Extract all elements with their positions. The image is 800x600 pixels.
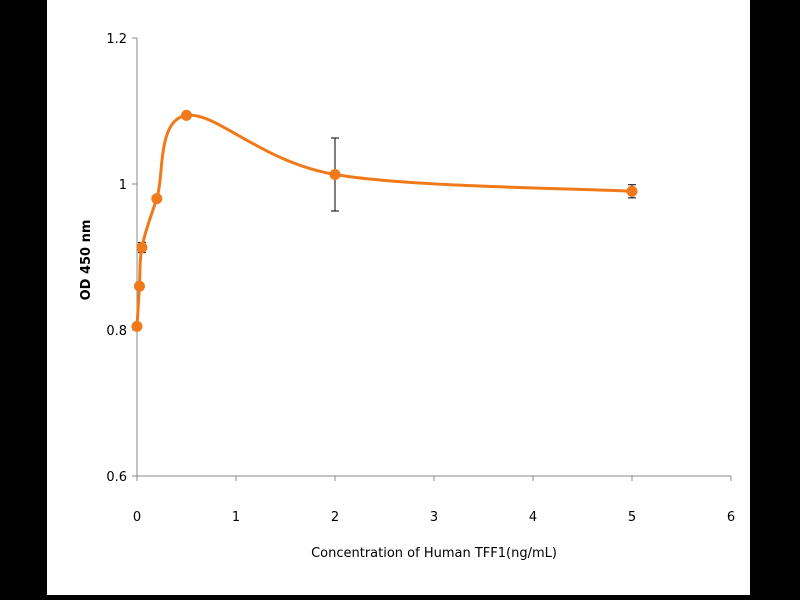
x-tick-label: 4 [529, 510, 537, 525]
error-bars [137, 137, 636, 254]
data-point [136, 242, 148, 254]
y-tick-label: 1.2 [106, 32, 127, 47]
y-ticks: 0.6 0.8 1 1.2 [106, 32, 137, 485]
x-tick-label: 2 [331, 510, 339, 525]
data-point [133, 280, 145, 292]
x-tick-label: 5 [628, 510, 636, 525]
y-tick-label: 0.8 [106, 324, 127, 339]
y-tick-label: 0.6 [106, 470, 127, 485]
x-tick-label: 1 [232, 510, 240, 525]
x-axis-title: Concentration of Human TFF1(ng/mL) [311, 546, 557, 561]
data-point [626, 185, 638, 197]
x-tick-label: 0 [133, 510, 141, 525]
y-axis-title: OD 450 nm [79, 220, 94, 301]
data-point [151, 193, 163, 205]
data-point [131, 320, 143, 332]
data-point [329, 169, 341, 181]
y-tick-label: 1 [119, 178, 127, 193]
data-points [131, 109, 638, 332]
series-line [135, 113, 633, 327]
x-ticks: 0 1 2 3 4 5 6 [133, 476, 735, 525]
x-tick-label: 3 [430, 510, 438, 525]
x-tick-label: 6 [727, 510, 735, 525]
chart-panel [47, 0, 750, 595]
data-point [181, 109, 192, 121]
axes [136, 38, 731, 477]
